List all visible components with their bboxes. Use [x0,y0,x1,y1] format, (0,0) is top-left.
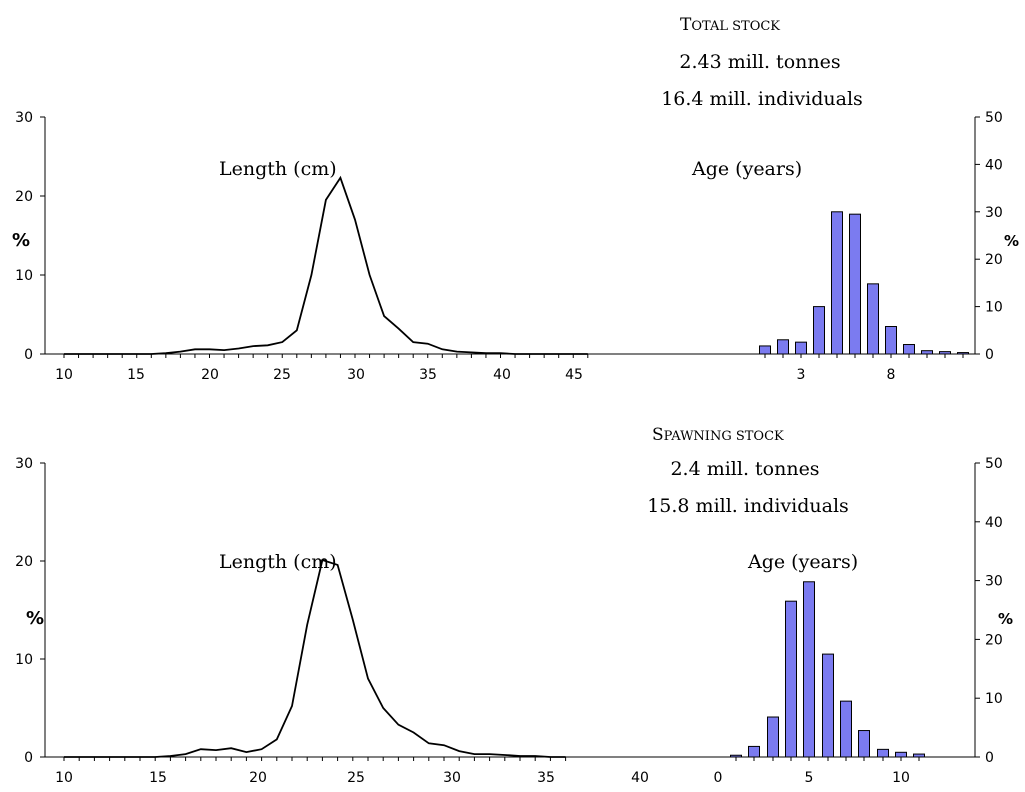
age-bar-7 [840,700,852,758]
right-ytick-label: 20 [985,632,1003,648]
age-xtick-label: 5 [805,770,814,786]
length-xtick-label: 45 [565,367,583,383]
total-left-ylabel: % [12,230,30,251]
total-heading-line1: TOTAL STOCK [680,15,780,35]
length-xtick-label: 35 [419,367,437,383]
length-xtick-label: 15 [149,770,167,786]
length-xtick-label: 10 [55,770,73,786]
right-ytick-label: 40 [985,157,1003,173]
age-bar-4 [785,600,797,758]
total-length-distribution-line [64,175,588,355]
spawning-heading-tonnes: 2.4 mill. tonnes [670,458,819,480]
age-bar-8 [885,326,897,355]
left-ytick-label: 30 [15,456,33,472]
total-length-xaxis: 10 15 20 25 30 35 40 45 [45,353,975,383]
right-ytick-label: 20 [985,252,1003,268]
left-ytick-label: 20 [15,554,33,570]
age-bar-11 [913,753,925,758]
age-xtick-label: 0 [714,770,723,786]
age-bar-9 [877,748,889,758]
length-xtick-label: 30 [443,770,461,786]
spawning-right-ylabel: % [998,610,1013,628]
total-left-yaxis: 0 10 20 30 [15,110,46,363]
spawning-left-ylabel: % [26,608,44,629]
length-xtick-label: 20 [201,367,219,383]
length-xtick-label: 20 [249,770,267,786]
length-xtick-label: 25 [273,367,291,383]
age-bar-7 [867,283,879,355]
length-xtick-label: 25 [347,770,365,786]
age-bar-5 [803,581,815,758]
spawning-age-label: Age (years) [747,551,858,573]
left-ytick-label: 0 [24,347,33,363]
total-right-ylabel: % [1004,232,1019,250]
right-ytick-label: 0 [985,750,994,766]
total-age-label: Age (years) [691,158,802,180]
age-bar-10 [895,751,907,758]
age-bar-4 [813,306,825,355]
length-xtick-label: 40 [493,367,511,383]
left-ytick-label: 10 [15,652,33,668]
right-ytick-label: 10 [985,691,1003,707]
age-bar-1 [730,754,742,758]
left-ytick-label: 20 [15,189,33,205]
length-xtick-label: 30 [347,367,365,383]
age-bar-2 [748,745,760,758]
total-length-label: Length (cm) [219,158,337,180]
total-age-bars [759,211,969,355]
spawning-heading-line1: SPAWNING STOCK [652,425,784,445]
length-xtick-label: 15 [127,367,145,383]
total-right-yaxis: 0 10 20 30 40 50 [974,110,1003,363]
left-ytick-label: 30 [15,110,33,126]
age-bar-3 [767,716,779,758]
right-ytick-label: 30 [985,205,1003,221]
age-bar-12 [957,352,969,355]
left-ytick-label: 0 [24,750,33,766]
age-xtick-label: 3 [797,367,806,383]
spawning-length-label: Length (cm) [219,551,337,573]
right-ytick-label: 30 [985,574,1003,590]
spawning-left-yaxis: 0 10 20 30 [15,456,46,766]
age-bar-6 [849,213,861,355]
length-xtick-label: 40 [631,770,649,786]
age-bar-1 [759,345,771,355]
age-bar-2 [777,339,789,355]
spawning-right-yaxis: 0 10 20 30 40 50 [974,456,1003,766]
age-bar-5 [831,211,843,355]
age-xtick-label: 10 [892,770,910,786]
right-ytick-label: 40 [985,515,1003,531]
age-bar-9 [903,344,915,355]
right-ytick-label: 0 [985,347,994,363]
age-bar-11 [939,351,951,355]
left-ytick-label: 10 [15,268,33,284]
total-heading-tonnes: 2.43 mill. tonnes [679,51,840,73]
spawning-age-xaxis: 0 5 10 [714,757,920,786]
right-ytick-label: 50 [985,110,1003,126]
length-xtick-label: 10 [55,367,73,383]
spawning-stock-panel: SPAWNING STOCK 2.4 mill. tonnes 15.8 mil… [15,425,1013,786]
spawning-age-bars [730,581,925,758]
spawning-length-xaxis: 10 15 20 25 30 35 40 [45,756,975,786]
total-stock-panel: TOTAL STOCK 2.43 mill. tonnes 16.4 mill.… [12,15,1019,383]
spawning-length-distribution-line [64,558,566,758]
age-bar-3 [795,341,807,355]
length-xtick-label: 35 [537,770,555,786]
age-bar-10 [921,350,933,355]
age-xtick-label: 8 [887,367,896,383]
right-ytick-label: 50 [985,456,1003,472]
spawning-heading-individuals: 15.8 mill. individuals [647,495,849,517]
age-bar-6 [822,653,834,758]
age-bar-8 [858,730,870,758]
right-ytick-label: 10 [985,300,1003,316]
total-heading-individuals: 16.4 mill. individuals [661,88,863,110]
